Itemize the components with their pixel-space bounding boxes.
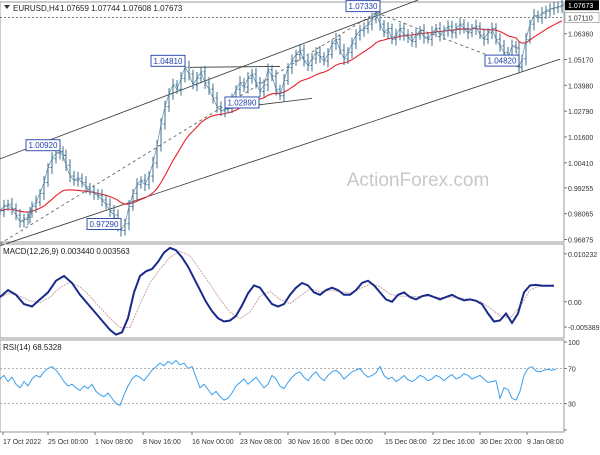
time-tick-label: 9 Jan 08:00 — [527, 439, 564, 446]
price-tick-label: 1.06360 — [568, 32, 593, 39]
price-annotation-label: 1.04820 — [488, 57, 517, 66]
price-tick-label: 0.99255 — [568, 186, 593, 193]
rsi-panel: RSI(14) 68.5328 100 70 30 — [0, 339, 580, 433]
price-tick-label: 0.96875 — [568, 238, 593, 245]
collapse-triangle-icon[interactable] — [4, 5, 10, 9]
time-tick-label: 23 Nov 08:00 — [240, 439, 282, 446]
price-axis: 1.06360 1.05170 1.03980 1.02790 1.01600 1.004… — [564, 0, 600, 245]
rsi-axis: 100 70 30 — [564, 340, 580, 431]
price-tick-label: 1.01600 — [568, 135, 593, 142]
symbol-title: EURUSD,H4 — [13, 4, 60, 13]
time-tick-label: 1 Nov 08:00 — [95, 439, 133, 446]
time-tick-label: 17 Oct 2022 — [3, 439, 41, 446]
moving-average — [0, 20, 563, 213]
price-bars — [0, 0, 564, 237]
time-tick-label: 16 Nov 00:00 — [192, 439, 234, 446]
price-annotation-box — [345, 0, 381, 13]
current-price-box — [565, 0, 599, 11]
time-tick-label: 8 Nov 16:00 — [143, 439, 181, 446]
price-panel-frame — [0, 1, 565, 243]
price-annotation-label: 1.07330 — [349, 2, 378, 11]
rsi-panel-frame — [0, 339, 565, 433]
time-tick-label: 22 Dec 16:00 — [433, 439, 475, 446]
price-annotation-label: 0.97290 — [90, 220, 119, 229]
price-tick-label: 1.00410 — [568, 161, 593, 168]
level-line-label-box — [564, 12, 600, 23]
time-tick-label: 8 Dec 00:00 — [335, 439, 373, 446]
price-annotations: 1.00920 0.97290 1.04810 1.02890 1.07330 1.048… — [25, 0, 520, 230]
rsi-tick-label: 70 — [568, 366, 576, 373]
macd-axis: 0.010232 0.00 -0.005389 — [564, 252, 600, 332]
time-tick-label: 30 Nov 16:00 — [288, 439, 330, 446]
rsi-line — [0, 359, 557, 407]
ohlc-values: 1.07659 1.07744 1.07608 1.07673 — [60, 4, 183, 13]
time-tick-label: 30 Dec 20:00 — [480, 439, 522, 446]
watermark: ActionForex.com — [347, 170, 490, 191]
macd-tick-label: -0.005389 — [568, 325, 600, 332]
price-annotation-label: 1.00920 — [29, 141, 58, 150]
price-annotation-label: 1.04810 — [154, 57, 183, 66]
rsi-lines — [0, 359, 564, 407]
rsi-tick-label: 100 — [568, 340, 580, 347]
price-annotation-box — [150, 54, 186, 67]
macd-main-line — [0, 246, 554, 336]
macd-title: MACD(12,26,9) 0.003440 0.003563 — [3, 247, 130, 256]
channel-trendline — [0, 0, 420, 160]
moving-average-line — [0, 20, 563, 213]
price-annotation-box — [484, 54, 520, 67]
channel-trendline — [0, 58, 561, 247]
macd-signal-line — [0, 250, 555, 329]
current-price-label: 1.07673 — [568, 3, 593, 10]
price-tick-label: 1.02790 — [568, 109, 593, 116]
rsi-title: RSI(14) 68.5328 — [3, 343, 62, 352]
rsi-tick-label: 30 — [568, 402, 576, 409]
dashed-trendline — [0, 12, 377, 245]
price-tick-label: 1.05170 — [568, 58, 593, 65]
time-axis: 17 Oct 2022 25 Oct 00:00 1 Nov 08:00 8 Nov … — [2, 432, 564, 446]
price-panel: EURUSD,H4 1.07659 1.07744 1.07608 1.0767… — [0, 0, 600, 247]
price-close-line — [0, 4, 563, 232]
price-tick-label: 0.98065 — [568, 212, 593, 219]
level-line-label: 1.07110 — [568, 15, 593, 22]
price-annotation-box — [86, 218, 122, 230]
price-annotation-box — [224, 96, 260, 109]
time-tick-label: 15 Dec 08:00 — [385, 439, 427, 446]
macd-tick-label: 0.010232 — [568, 252, 597, 259]
time-tick-label: 25 Oct 00:00 — [48, 439, 88, 446]
price-annotation-label: 1.02890 — [228, 98, 257, 107]
macd-panel: MACD(12,26,9) 0.003440 0.003563 0.010232… — [0, 243, 600, 339]
macd-lines — [0, 246, 555, 336]
macd-panel-frame — [0, 243, 565, 339]
price-annotation-box — [25, 139, 61, 152]
macd-tick-label: 0.00 — [568, 300, 582, 307]
price-tick-label: 1.03980 — [568, 83, 593, 90]
